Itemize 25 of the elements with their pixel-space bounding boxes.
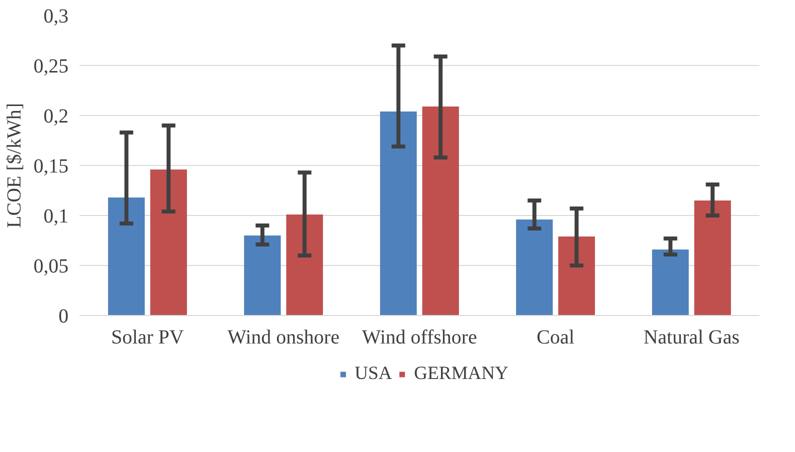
y-tick-label: 0,15 [34, 156, 68, 178]
legend-label: GERMANY [414, 362, 508, 384]
y-tick-label: 0,25 [34, 56, 68, 78]
x-tick-label: Natural Gas [643, 326, 740, 348]
bar [286, 214, 323, 316]
x-tick-label: Coal [536, 326, 575, 348]
y-tick-label: 0,05 [34, 256, 68, 278]
y-tick-label: 0 [58, 306, 68, 328]
x-tick-label: Wind offshore [362, 326, 478, 348]
bar [558, 236, 595, 316]
bar [380, 112, 417, 316]
bar [422, 106, 459, 316]
bar [150, 170, 187, 316]
y-axis-title: LCOE [$/kWh] [4, 103, 26, 228]
legend-label: USA [354, 362, 392, 384]
y-tick-label: 0,1 [44, 206, 68, 228]
bar [244, 236, 281, 316]
bar [694, 200, 731, 316]
bar [652, 250, 689, 316]
x-tick-label: Wind onshore [228, 326, 340, 348]
x-tick-label: Solar PV [111, 326, 184, 348]
y-tick-label: 0,3 [44, 6, 68, 28]
bar [516, 220, 553, 316]
y-tick-label: 0,2 [44, 106, 68, 128]
bar [108, 198, 145, 316]
